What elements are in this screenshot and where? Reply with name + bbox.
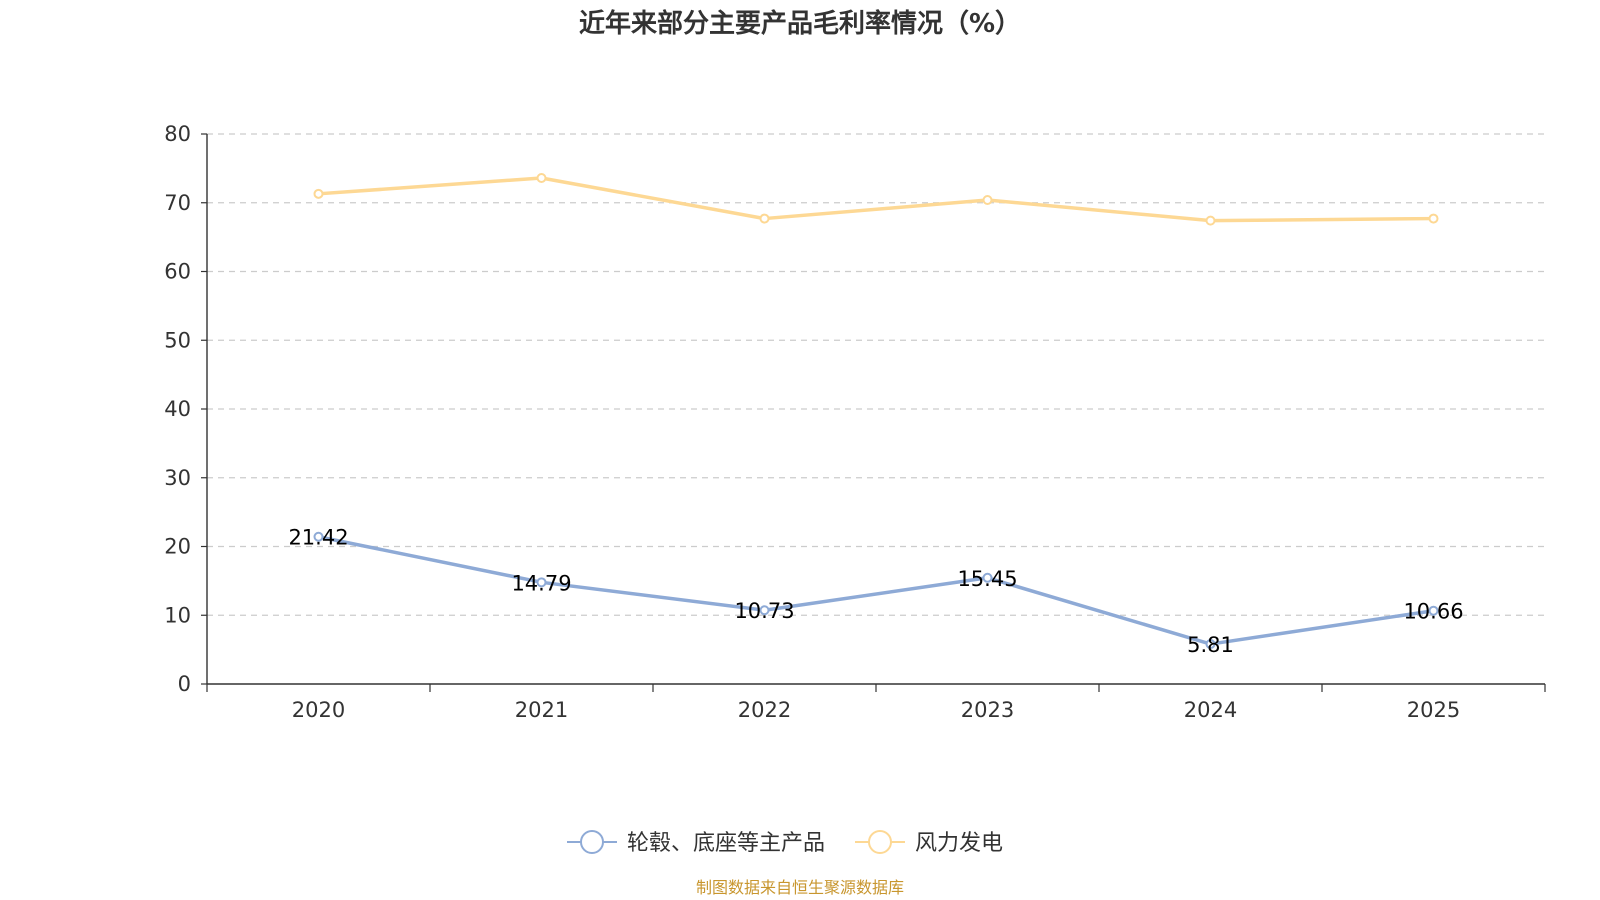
source-note: 制图数据来自恒生聚源数据库: [696, 878, 904, 897]
axes: 0 10 20 30 40 50 60 70 80 2020 2021 2022 2023 2024 202…: [164, 122, 1546, 722]
y-tick-label: 30: [164, 466, 191, 490]
y-tick-label: 20: [164, 535, 191, 559]
data-label: 21.42: [288, 526, 348, 550]
data-label: 14.79: [511, 571, 571, 595]
data-label: 5.81: [1187, 633, 1234, 657]
grid-lines: [207, 133, 1545, 616]
legend-label: 轮毂、底座等主产品: [627, 831, 825, 856]
series-line-1: [318, 176, 1434, 223]
x-tick-label: 2021: [515, 698, 568, 722]
data-point: [536, 173, 547, 183]
data-point: [313, 531, 324, 542]
data-point: [1205, 639, 1216, 650]
y-tick-label: 60: [164, 260, 191, 284]
y-tick-label: 0: [178, 672, 191, 696]
series: [313, 173, 1439, 650]
data-label: 15.45: [957, 567, 1017, 591]
y-tick-label: 40: [164, 397, 191, 421]
x-tick-label: 2022: [738, 698, 791, 722]
series-line-0: [318, 535, 1434, 646]
y-tick-label: 50: [164, 328, 191, 352]
data-point: [759, 605, 770, 616]
chart-title: 近年来部分主要产品毛利率情况（%）: [579, 8, 1021, 39]
data-label: 10.66: [1403, 600, 1463, 624]
legend-marker: [868, 830, 892, 854]
legend-item-0[interactable]: 轮毂、底座等主产品: [567, 830, 825, 856]
y-tick-label: 80: [164, 122, 191, 146]
data-point: [1205, 215, 1216, 226]
legend-marker: [580, 830, 604, 854]
x-tick-label: 2020: [292, 698, 345, 722]
data-point: [1428, 605, 1439, 616]
y-tick-label: 10: [164, 603, 191, 627]
data-point: [982, 572, 993, 583]
data-labels: 21.42 14.79 10.73 15.45 5.81 10.66: [288, 526, 1463, 657]
data-point: [759, 213, 770, 224]
x-tick-label: 2024: [1184, 698, 1237, 722]
x-tick-label: 2025: [1407, 698, 1460, 722]
data-label: 10.73: [734, 599, 794, 623]
x-tick-label: 2023: [961, 698, 1014, 722]
legend-item-1[interactable]: 风力发电: [855, 830, 1003, 856]
data-point: [1428, 213, 1439, 224]
data-point: [982, 195, 993, 205]
data-point: [313, 188, 324, 199]
y-tick-label: 70: [164, 191, 191, 215]
legend: 轮毂、底座等主产品 风力发电: [567, 830, 1003, 856]
data-point: [536, 577, 547, 588]
legend-label: 风力发电: [915, 831, 1003, 856]
